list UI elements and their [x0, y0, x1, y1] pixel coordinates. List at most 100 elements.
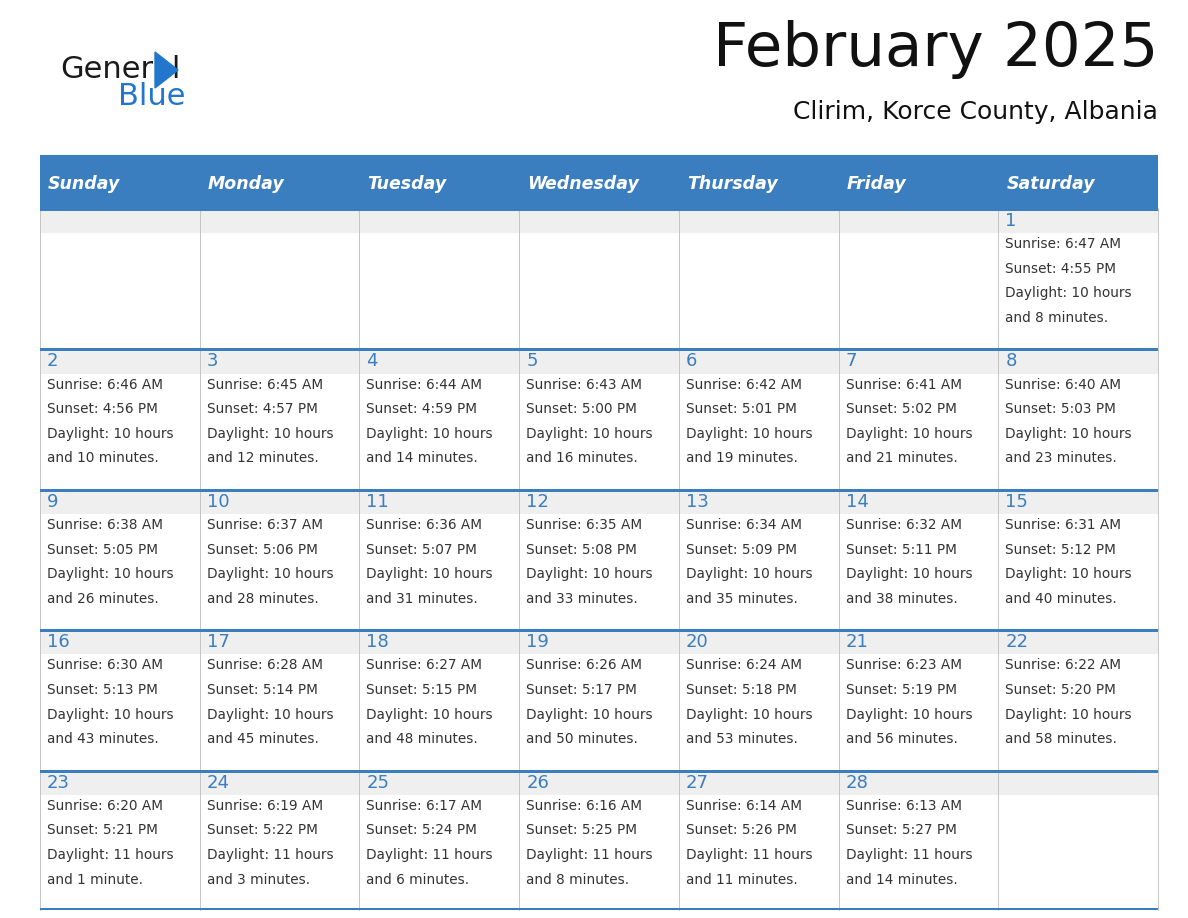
- Text: Sunset: 5:14 PM: Sunset: 5:14 PM: [207, 683, 317, 697]
- Text: Sunset: 5:24 PM: Sunset: 5:24 PM: [366, 823, 478, 837]
- Text: and 58 minutes.: and 58 minutes.: [1005, 733, 1117, 746]
- Text: Sunrise: 6:46 AM: Sunrise: 6:46 AM: [48, 377, 163, 392]
- Text: 15: 15: [1005, 493, 1028, 510]
- Text: Daylight: 10 hours: Daylight: 10 hours: [526, 567, 652, 581]
- Text: Sunset: 5:13 PM: Sunset: 5:13 PM: [48, 683, 158, 697]
- Bar: [40, 160, 200, 208]
- Text: and 26 minutes.: and 26 minutes.: [48, 592, 159, 606]
- Text: Sunrise: 6:43 AM: Sunrise: 6:43 AM: [526, 377, 643, 392]
- Text: and 38 minutes.: and 38 minutes.: [846, 592, 958, 606]
- Text: Daylight: 10 hours: Daylight: 10 hours: [685, 708, 813, 722]
- Text: Sunset: 5:27 PM: Sunset: 5:27 PM: [846, 823, 956, 837]
- Text: and 12 minutes.: and 12 minutes.: [207, 452, 318, 465]
- Text: Sunrise: 6:26 AM: Sunrise: 6:26 AM: [526, 658, 643, 673]
- Text: Sunset: 5:08 PM: Sunset: 5:08 PM: [526, 543, 637, 556]
- Text: Wednesday: Wednesday: [527, 175, 639, 193]
- Text: Daylight: 10 hours: Daylight: 10 hours: [526, 708, 652, 722]
- Text: Sunrise: 6:31 AM: Sunrise: 6:31 AM: [1005, 518, 1121, 532]
- Text: Sunrise: 6:23 AM: Sunrise: 6:23 AM: [846, 658, 961, 673]
- Text: Sunset: 4:56 PM: Sunset: 4:56 PM: [48, 402, 158, 416]
- Text: Daylight: 11 hours: Daylight: 11 hours: [366, 848, 493, 862]
- Text: Daylight: 10 hours: Daylight: 10 hours: [685, 427, 813, 441]
- Text: Daylight: 10 hours: Daylight: 10 hours: [366, 708, 493, 722]
- Text: Daylight: 10 hours: Daylight: 10 hours: [366, 567, 493, 581]
- Text: 23: 23: [48, 774, 70, 791]
- Text: and 33 minutes.: and 33 minutes.: [526, 592, 638, 606]
- Text: 28: 28: [846, 774, 868, 791]
- Text: Daylight: 10 hours: Daylight: 10 hours: [48, 708, 173, 722]
- Text: Tuesday: Tuesday: [367, 175, 447, 193]
- Text: and 43 minutes.: and 43 minutes.: [48, 733, 159, 746]
- Text: Sunset: 5:21 PM: Sunset: 5:21 PM: [48, 823, 158, 837]
- Text: Daylight: 11 hours: Daylight: 11 hours: [846, 848, 972, 862]
- Text: Sunrise: 6:42 AM: Sunrise: 6:42 AM: [685, 377, 802, 392]
- Text: Sunset: 5:11 PM: Sunset: 5:11 PM: [846, 543, 956, 556]
- Text: Sunrise: 6:24 AM: Sunrise: 6:24 AM: [685, 658, 802, 673]
- Bar: [40, 629, 1158, 633]
- Text: Sunrise: 6:19 AM: Sunrise: 6:19 AM: [207, 799, 323, 812]
- Text: Sunset: 5:09 PM: Sunset: 5:09 PM: [685, 543, 797, 556]
- Text: Daylight: 10 hours: Daylight: 10 hours: [207, 567, 334, 581]
- Text: 3: 3: [207, 353, 219, 370]
- Bar: [519, 160, 678, 208]
- Polygon shape: [154, 52, 178, 88]
- Text: and 21 minutes.: and 21 minutes.: [846, 452, 958, 465]
- Text: Monday: Monday: [208, 175, 284, 193]
- Text: 8: 8: [1005, 353, 1017, 370]
- Text: 25: 25: [366, 774, 390, 791]
- Text: Sunset: 5:18 PM: Sunset: 5:18 PM: [685, 683, 797, 697]
- Bar: [40, 629, 1158, 769]
- Text: 9: 9: [48, 493, 58, 510]
- Text: 20: 20: [685, 633, 708, 651]
- Bar: [998, 160, 1158, 208]
- Text: 18: 18: [366, 633, 390, 651]
- Text: Daylight: 10 hours: Daylight: 10 hours: [207, 427, 334, 441]
- Bar: [40, 629, 1158, 655]
- Text: 26: 26: [526, 774, 549, 791]
- Text: General: General: [61, 55, 181, 84]
- Text: Sunrise: 6:13 AM: Sunrise: 6:13 AM: [846, 799, 961, 812]
- Text: and 14 minutes.: and 14 minutes.: [366, 452, 479, 465]
- Text: and 8 minutes.: and 8 minutes.: [1005, 311, 1108, 325]
- Bar: [40, 769, 1158, 795]
- Bar: [40, 488, 1158, 492]
- Text: and 45 minutes.: and 45 minutes.: [207, 733, 318, 746]
- Bar: [40, 769, 1158, 910]
- Text: Sunset: 5:26 PM: Sunset: 5:26 PM: [685, 823, 797, 837]
- Text: Sunrise: 6:34 AM: Sunrise: 6:34 AM: [685, 518, 802, 532]
- Text: Sunset: 5:07 PM: Sunset: 5:07 PM: [366, 543, 478, 556]
- Text: Daylight: 10 hours: Daylight: 10 hours: [846, 567, 972, 581]
- Text: Daylight: 10 hours: Daylight: 10 hours: [207, 708, 334, 722]
- Text: Sunrise: 6:35 AM: Sunrise: 6:35 AM: [526, 518, 643, 532]
- Text: Sunrise: 6:17 AM: Sunrise: 6:17 AM: [366, 799, 482, 812]
- Text: and 31 minutes.: and 31 minutes.: [366, 592, 479, 606]
- Bar: [40, 208, 1158, 349]
- Text: 5: 5: [526, 353, 538, 370]
- Text: Sunset: 4:55 PM: Sunset: 4:55 PM: [1005, 262, 1117, 275]
- Bar: [200, 160, 360, 208]
- Text: and 1 minute.: and 1 minute.: [48, 873, 143, 887]
- Text: and 48 minutes.: and 48 minutes.: [366, 733, 479, 746]
- Text: Blue: Blue: [118, 82, 185, 111]
- Text: 13: 13: [685, 493, 709, 510]
- Text: Sunrise: 6:38 AM: Sunrise: 6:38 AM: [48, 518, 163, 532]
- Bar: [40, 488, 1158, 514]
- Text: Daylight: 10 hours: Daylight: 10 hours: [526, 427, 652, 441]
- Bar: [40, 349, 1158, 374]
- Text: Sunset: 5:03 PM: Sunset: 5:03 PM: [1005, 402, 1117, 416]
- Text: 10: 10: [207, 493, 229, 510]
- Text: and 3 minutes.: and 3 minutes.: [207, 873, 310, 887]
- Text: Sunset: 5:25 PM: Sunset: 5:25 PM: [526, 823, 637, 837]
- Text: 22: 22: [1005, 633, 1029, 651]
- Text: 21: 21: [846, 633, 868, 651]
- Text: Sunset: 5:19 PM: Sunset: 5:19 PM: [846, 683, 956, 697]
- Text: Sunrise: 6:30 AM: Sunrise: 6:30 AM: [48, 658, 163, 673]
- Text: Sunrise: 6:36 AM: Sunrise: 6:36 AM: [366, 518, 482, 532]
- Text: Sunrise: 6:45 AM: Sunrise: 6:45 AM: [207, 377, 323, 392]
- Text: Sunrise: 6:40 AM: Sunrise: 6:40 AM: [1005, 377, 1121, 392]
- Text: Daylight: 11 hours: Daylight: 11 hours: [526, 848, 652, 862]
- Text: Sunrise: 6:37 AM: Sunrise: 6:37 AM: [207, 518, 323, 532]
- Text: 17: 17: [207, 633, 229, 651]
- Text: and 23 minutes.: and 23 minutes.: [1005, 452, 1117, 465]
- Text: and 28 minutes.: and 28 minutes.: [207, 592, 318, 606]
